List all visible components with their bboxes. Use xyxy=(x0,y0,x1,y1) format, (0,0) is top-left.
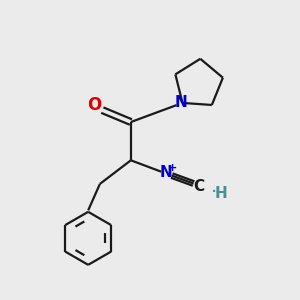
Text: C: C xyxy=(193,179,204,194)
Text: O: O xyxy=(87,96,101,114)
Text: N: N xyxy=(175,95,188,110)
Text: N: N xyxy=(160,165,172,180)
Text: +: + xyxy=(168,163,177,173)
Text: ·: · xyxy=(211,183,217,202)
Text: H: H xyxy=(215,186,228,201)
